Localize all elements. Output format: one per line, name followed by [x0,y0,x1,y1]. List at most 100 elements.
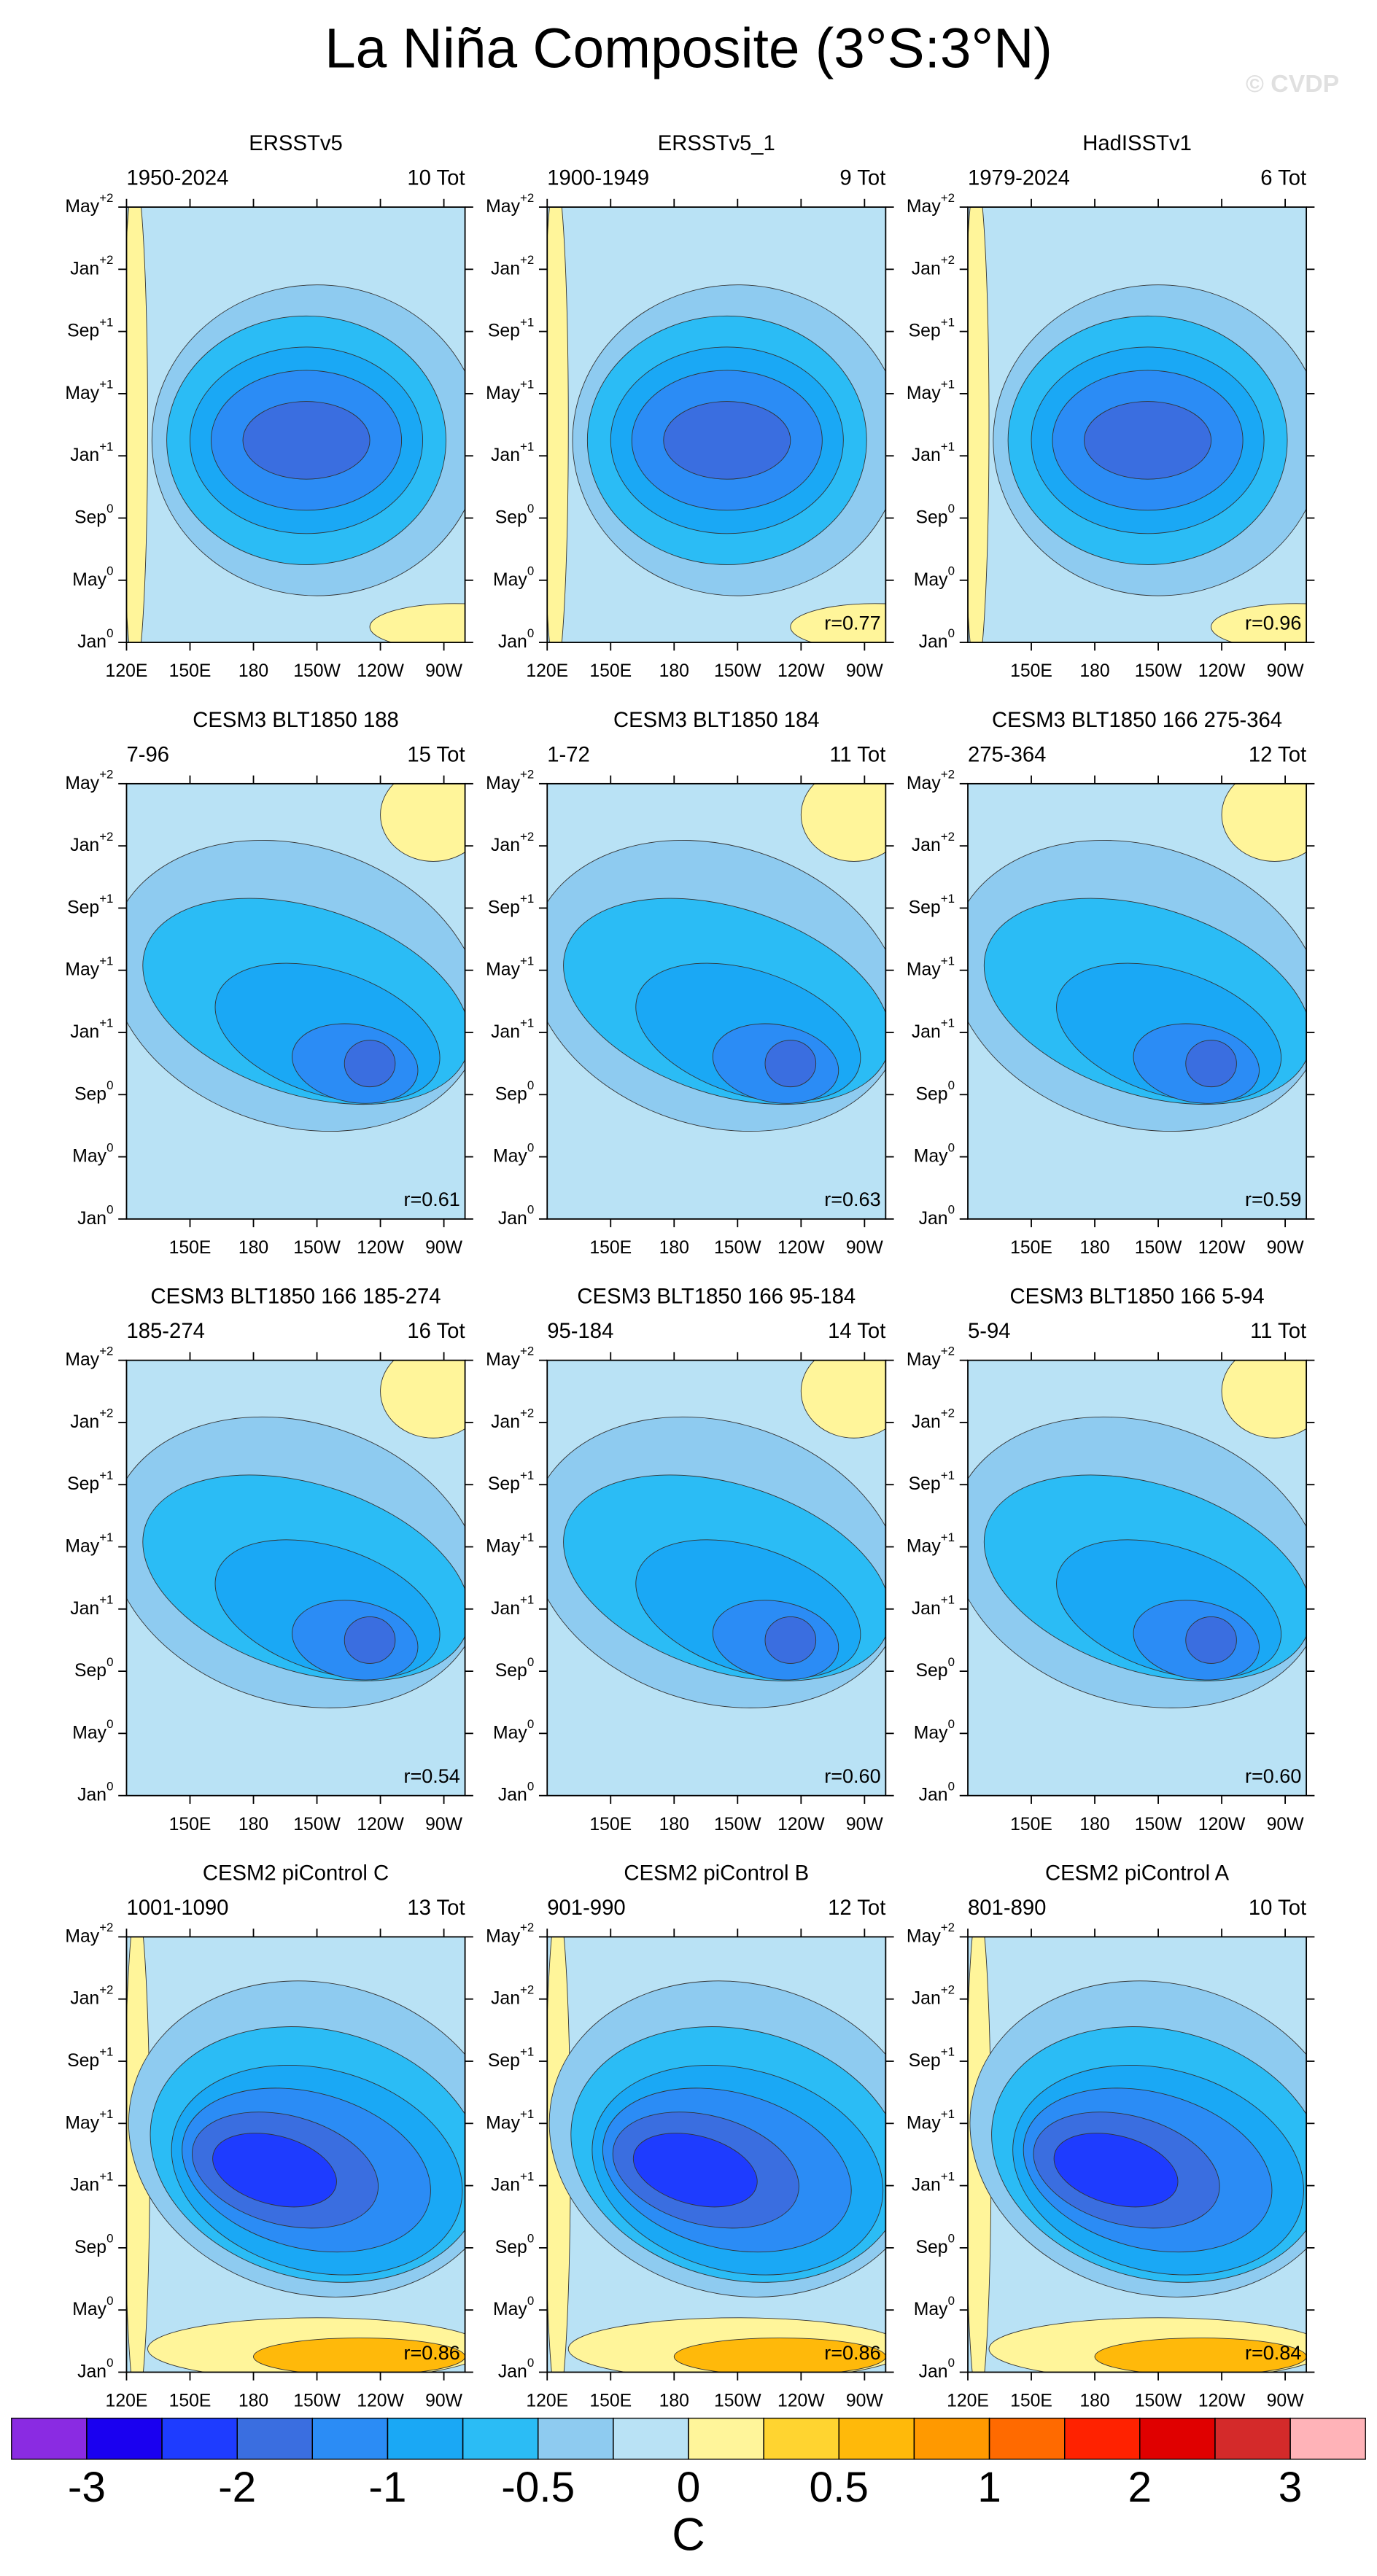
x-tick-label: 150E [169,661,212,681]
plot-frame [125,1359,466,1797]
y-tick-label: May+1 [65,2108,113,2133]
x-tick-label: 90W [846,661,884,681]
x-tick-label: 180 [659,661,689,681]
contour-field [547,207,886,643]
x-tick-label: 150W [1135,661,1182,681]
y-tick-label: Jan+1 [491,1593,534,1618]
y-tick-label: Sep0 [916,1655,955,1680]
y-tick-label: Jan+2 [912,1983,955,2008]
y-tick-year: +2 [520,254,534,268]
colorbar-box [86,2417,163,2460]
plot-frame [967,1359,1308,1797]
panel-subtitle-left: 1001-1090 [126,1896,228,1920]
y-tick-month: May [486,1536,520,1556]
y-tick-month: Jan [70,1598,99,1618]
x-tick-label: 150W [293,1238,341,1258]
panel-subtitle-left: 1950-2024 [126,166,228,190]
y-tick-label: May0 [72,564,113,589]
panel-title: CESM2 piControl A [1045,1861,1230,1886]
y-tick-year: 0 [106,1655,113,1669]
y-tick-month: Jan [912,2175,941,2195]
panel-subtitle-right: 12 Tot [1249,742,1306,766]
panel-subtitle-left: 5-94 [968,1319,1011,1343]
y-tick-label: Sep0 [916,502,955,527]
x-tick-label: 180 [238,1238,268,1258]
y-tick-label: Jan+2 [491,830,534,855]
y-tick-year: +1 [99,378,113,392]
y-tick-month: Jan [912,259,941,279]
x-tick-label: 120W [1198,1815,1246,1834]
y-tick-month: Sep [909,898,941,917]
y-tick-year: +1 [520,2045,534,2059]
y-tick-label: Jan+2 [70,1406,113,1431]
x-tick-label: 180 [238,661,268,681]
panel: CESM3 BLT1850 166 185-274 185-274 16 Tot r=… [65,1285,473,1834]
y-tick-year: 0 [106,1078,113,1092]
y-tick-year: +1 [941,378,955,392]
y-tick-year: +1 [99,316,113,330]
x-tick-label: 150E [1010,2392,1052,2411]
y-tick-year: +1 [99,1016,113,1030]
panel: CESM3 BLT1850 166 275-364 275-364 12 Tot r=… [907,708,1315,1258]
pattern-correlation: r=0.96 [1245,612,1301,634]
y-tick-month: Jan [77,1785,106,1805]
y-tick-label: May0 [914,2294,955,2319]
contour-field [126,1937,465,2373]
x-tick-label: 150W [714,1238,761,1258]
colorbar-box [1064,2417,1141,2460]
y-tick-label: May0 [72,1141,113,1166]
panel-title: CESM2 piControl B [624,1861,809,1886]
y-tick-month: Jan [70,1412,99,1431]
y-tick-label: Jan+2 [491,1983,534,2008]
y-tick-year: +2 [941,830,955,844]
contour-field [968,1937,1307,2373]
contour-region [673,2338,886,2373]
y-tick-month: Sep [495,507,527,527]
contour-region [968,207,990,643]
x-tick-label: 90W [1267,661,1305,681]
y-tick-year: 0 [527,1141,534,1155]
y-tick-year: +1 [941,954,955,968]
y-tick-label: May+1 [65,378,113,402]
y-tick-year: 0 [527,2294,534,2308]
y-tick-month: Jan [912,1022,941,1042]
y-tick-label: Sep+1 [488,316,534,341]
y-tick-month: Sep [67,898,99,917]
y-tick-label: May+1 [486,1531,534,1556]
y-tick-label: Jan0 [77,626,113,651]
y-tick-month: May [65,960,99,979]
y-tick-month: Jan [491,2175,520,2195]
y-tick-label: Jan+1 [70,2170,113,2195]
x-tick-label: 90W [846,1815,884,1834]
y-tick-year: 0 [106,626,113,640]
x-tick-label: 150W [714,661,761,681]
y-tick-year: +1 [941,2108,955,2122]
y-tick-month: Jan [70,445,99,465]
y-tick-year: 0 [948,502,955,516]
y-tick-year: +1 [520,2108,534,2122]
x-tick-label: 150E [589,1815,632,1834]
y-tick-month: Jan [70,1988,99,2008]
contour-region [242,401,371,480]
y-tick-label: May0 [914,1718,955,1743]
y-tick-label: Sep0 [495,2232,534,2257]
y-tick-month: May [65,1350,99,1369]
x-tick-label: 150E [1010,1815,1052,1834]
y-tick-year: 0 [948,1078,955,1092]
pattern-correlation: r=0.61 [403,1188,459,1210]
contour-region [663,401,791,480]
x-tick-label: 120W [357,661,404,681]
y-tick-label: May+2 [486,1921,534,1946]
colorbar-box [1289,2417,1366,2460]
contour-region [344,1616,396,1664]
y-tick-year: +1 [941,1016,955,1030]
y-tick-label: May+2 [486,768,534,793]
x-tick-label: 90W [846,2392,884,2411]
y-tick-month: May [65,773,99,793]
x-tick-label: 120W [1198,1238,1246,1258]
y-tick-year: +1 [520,1016,534,1030]
y-tick-label: Sep+1 [67,2045,113,2070]
y-tick-label: Jan0 [498,1203,534,1228]
